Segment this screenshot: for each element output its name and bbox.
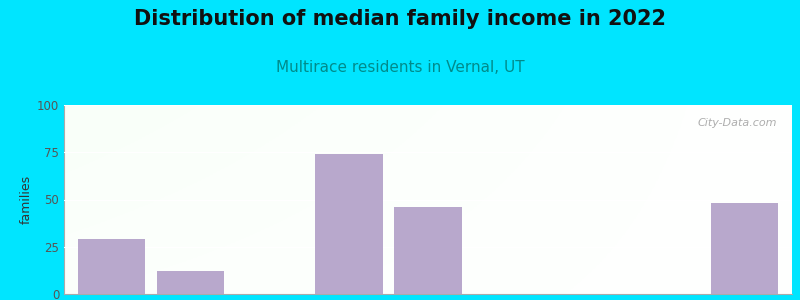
Bar [394, 207, 462, 294]
Text: Distribution of median family income in 2022: Distribution of median family income in … [134, 9, 666, 29]
Text: Multirace residents in Vernal, UT: Multirace residents in Vernal, UT [276, 60, 524, 75]
Y-axis label: families: families [20, 175, 33, 224]
Bar [711, 203, 778, 294]
Bar [157, 271, 224, 294]
Bar [78, 239, 145, 294]
Text: City-Data.com: City-Data.com [698, 118, 778, 128]
Bar [315, 154, 382, 294]
